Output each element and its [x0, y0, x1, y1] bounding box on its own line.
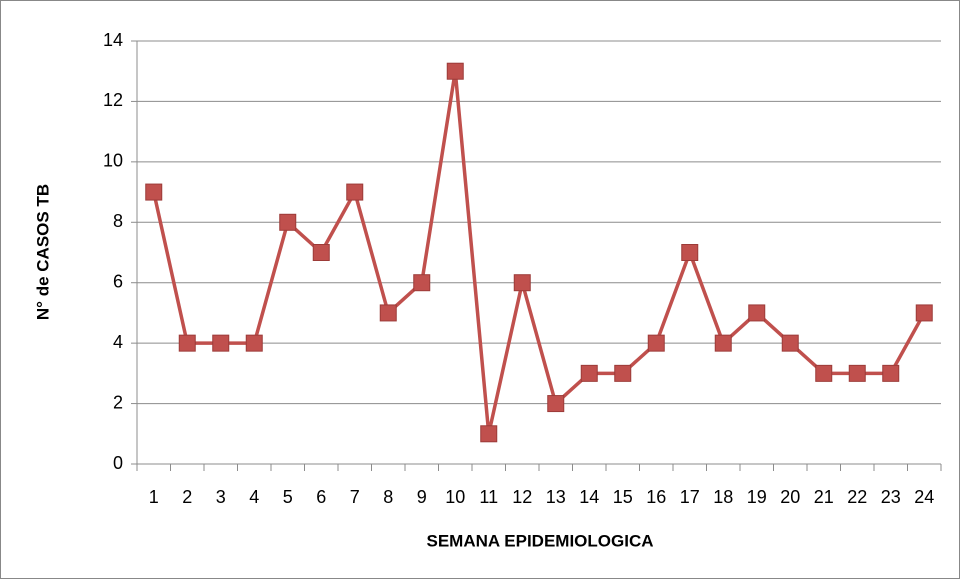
- data-point: [379, 304, 397, 322]
- x-tick-label: 1: [149, 487, 159, 507]
- y-tick-label: 2: [113, 392, 123, 412]
- data-point: [614, 364, 632, 382]
- data-point: [346, 183, 364, 201]
- data-point: [513, 274, 531, 292]
- x-tick-label: 8: [383, 487, 393, 507]
- y-tick-label: 12: [103, 90, 123, 110]
- data-point: [312, 244, 330, 261]
- data-point: [781, 334, 799, 352]
- x-tick-label: 7: [350, 487, 360, 507]
- x-tick-label: 10: [445, 487, 465, 507]
- data-point: [915, 304, 933, 322]
- x-tick-label: 17: [680, 487, 700, 507]
- x-tick-label: 4: [249, 487, 259, 507]
- x-tick-label: 13: [546, 487, 566, 507]
- x-tick-label: 20: [780, 487, 800, 507]
- x-tick-label: 3: [216, 487, 226, 507]
- data-point: [279, 213, 297, 231]
- y-tick-label: 0: [113, 453, 123, 473]
- x-tick-label: 11: [479, 487, 498, 507]
- x-tick-label: 19: [747, 487, 767, 507]
- y-axis-title: N° de CASOS TB: [33, 184, 52, 320]
- x-tick-label: 6: [316, 487, 326, 507]
- data-point: [815, 364, 833, 382]
- data-point: [882, 364, 900, 382]
- x-tick-label: 14: [579, 487, 599, 507]
- data-point: [848, 364, 866, 382]
- x-tick-label: 23: [881, 487, 901, 507]
- y-tick-label: 8: [113, 211, 123, 231]
- x-axis-title: SEMANA EPIDEMIOLOGICA: [427, 531, 654, 550]
- x-tick-label: 12: [512, 487, 532, 507]
- data-point: [681, 244, 699, 261]
- data-point: [748, 304, 766, 322]
- x-tick-label: 21: [814, 487, 834, 507]
- y-tick-label: 6: [113, 271, 123, 291]
- data-point: [547, 395, 565, 413]
- x-tick-label: 9: [417, 487, 427, 507]
- x-tick-label: 5: [283, 487, 293, 507]
- y-tick-label: 14: [103, 30, 123, 50]
- y-tick-label: 10: [103, 151, 123, 171]
- data-point: [145, 183, 163, 201]
- data-point: [178, 334, 196, 352]
- data-point: [212, 334, 230, 352]
- x-tick-label: 24: [914, 487, 934, 507]
- data-point: [245, 334, 263, 352]
- x-tick-label: 18: [713, 487, 733, 507]
- data-point: [446, 62, 464, 80]
- data-point: [580, 364, 598, 382]
- x-tick-label: 16: [646, 487, 666, 507]
- data-point: [647, 334, 665, 352]
- data-point: [413, 274, 431, 292]
- y-tick-label: 4: [113, 332, 123, 352]
- x-tick-label: 22: [847, 487, 867, 507]
- data-point: [714, 334, 732, 352]
- data-point: [480, 425, 498, 443]
- x-tick-label: 15: [613, 487, 633, 507]
- x-tick-label: 2: [182, 487, 192, 507]
